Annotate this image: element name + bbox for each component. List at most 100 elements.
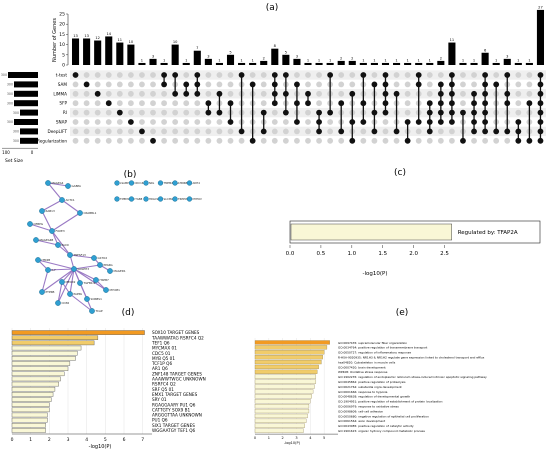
- upset-dot-off: [94, 128, 101, 135]
- upset-dot-off: [316, 81, 322, 88]
- network-node-label: GOLPH3: [78, 267, 90, 271]
- upset-dot-off: [139, 72, 145, 78]
- upset-dot-off: [338, 72, 345, 78]
- upset-dot-off: [526, 81, 533, 88]
- upset-dot-off: [183, 128, 190, 135]
- set-size-bar: [14, 81, 38, 88]
- network-node: [45, 180, 51, 186]
- bar-c-frame: [289, 220, 541, 244]
- upset-bar-value-label: 12: [95, 36, 100, 40]
- upset-bar-value-label: 5: [285, 50, 287, 54]
- network-node: [97, 262, 103, 268]
- bar-d-bar: [11, 371, 65, 377]
- bar-d-bar: [11, 386, 56, 392]
- bar-d-category-label: TEF1 Q6: [151, 340, 170, 345]
- upset-dot-off: [83, 109, 90, 116]
- upset-dot-on: [404, 137, 411, 144]
- upset-dot-off: [294, 72, 300, 78]
- upset-dot-off: [327, 137, 334, 144]
- upset-dot-off: [238, 137, 245, 144]
- bar-c-bar: [290, 223, 452, 241]
- upset-bar: [337, 60, 345, 65]
- upset-dot-off: [150, 90, 156, 97]
- upset-dot-off: [349, 72, 356, 78]
- upset-bar: [459, 62, 467, 65]
- bar-e-category-label: WP408: Oxidative stress response: [338, 370, 388, 374]
- upset-dot-off: [83, 90, 90, 97]
- network-edge: [57, 268, 75, 304]
- upset-bar: [525, 62, 533, 65]
- bar-e-bar: [254, 408, 310, 414]
- upset-dot-off: [150, 81, 156, 88]
- upset-dot-off: [183, 109, 190, 116]
- upset-dot-off: [216, 119, 223, 125]
- upset-dot-off: [260, 90, 267, 97]
- upset-dot-off: [371, 72, 378, 78]
- set-size-bar: [8, 72, 38, 78]
- upset-bar-value-label: 1: [418, 58, 420, 62]
- network-node-label: IL7: [52, 268, 56, 272]
- network-edge: [57, 281, 63, 304]
- bar-e-category-label: GO:0045862: positive regulation of prote…: [338, 380, 406, 384]
- upset-set-label: LIMMA: [53, 91, 67, 96]
- upset-dot-off: [282, 128, 289, 135]
- upset-dot-off: [216, 81, 223, 88]
- upset-set-label: DeepLIFT: [48, 129, 68, 134]
- upset-dot-off: [349, 81, 356, 88]
- upset-dot-off: [83, 119, 90, 125]
- upset-bar: [282, 54, 290, 65]
- upset-dot-off: [404, 100, 411, 107]
- upset-dot-off: [72, 137, 79, 144]
- network-side-node: [157, 180, 164, 186]
- upset-bar-value-label: 14: [106, 32, 111, 36]
- upset-dot-off: [172, 119, 179, 125]
- upset-bar: [437, 60, 445, 65]
- network-edge: [37, 259, 75, 270]
- upset-dot-off: [460, 72, 466, 78]
- upset-bar-value-label: 13: [73, 34, 78, 38]
- upset-dot-off: [415, 128, 422, 135]
- set-size-tick-text: 300: [13, 130, 19, 134]
- upset-dot-off: [150, 119, 156, 125]
- network-node: [91, 255, 97, 261]
- upset-bar-value-label: 1: [141, 58, 143, 62]
- upset-dot-off: [382, 128, 389, 135]
- upset-bar-value-label: 1: [462, 58, 464, 62]
- bar-d-category-label: MYCMAX 01: [152, 346, 177, 351]
- upset-dot-off: [437, 128, 444, 135]
- bar-e-bar: [254, 418, 307, 423]
- upset-dot-off: [449, 137, 455, 144]
- bar-e-bar: [254, 394, 312, 399]
- network-node-label: SORBS1: [91, 297, 103, 301]
- upset-bar: [182, 62, 190, 65]
- upset-dot-off: [205, 81, 212, 88]
- upset-bar: [271, 48, 279, 65]
- network-node: [67, 291, 73, 297]
- upset-bar: [359, 62, 367, 65]
- network-node: [89, 308, 95, 314]
- bar-e-category-label: GO:0098609: cell-cell adhesion: [338, 409, 383, 413]
- network-edge: [41, 210, 53, 232]
- bar-c-x-tick-label: 2.0: [409, 251, 418, 257]
- upset-dot-off: [150, 100, 156, 107]
- upset-dot-off: [139, 119, 145, 125]
- upset-dot-off: [305, 109, 311, 116]
- bar-d-bar: [11, 412, 48, 418]
- bar-d-bar: [11, 350, 78, 356]
- upset-dot-off: [194, 128, 201, 135]
- upset-dot-off: [127, 109, 134, 116]
- upset-dot-off: [305, 119, 311, 125]
- upset-bar: [370, 62, 378, 65]
- upset-dot-on: [72, 72, 79, 78]
- network-node: [77, 210, 83, 216]
- upset-dot-off: [305, 137, 311, 144]
- upset-dot-off: [316, 137, 322, 144]
- upset-dot-on: [515, 137, 522, 144]
- upset-dot-off: [83, 137, 90, 144]
- network-edge: [73, 264, 101, 270]
- upset-dot-off: [515, 72, 522, 78]
- upset-bar-value-label: 1: [252, 58, 254, 62]
- upset-dot-off: [282, 137, 289, 144]
- upset-bar-value-label: 2: [263, 56, 265, 60]
